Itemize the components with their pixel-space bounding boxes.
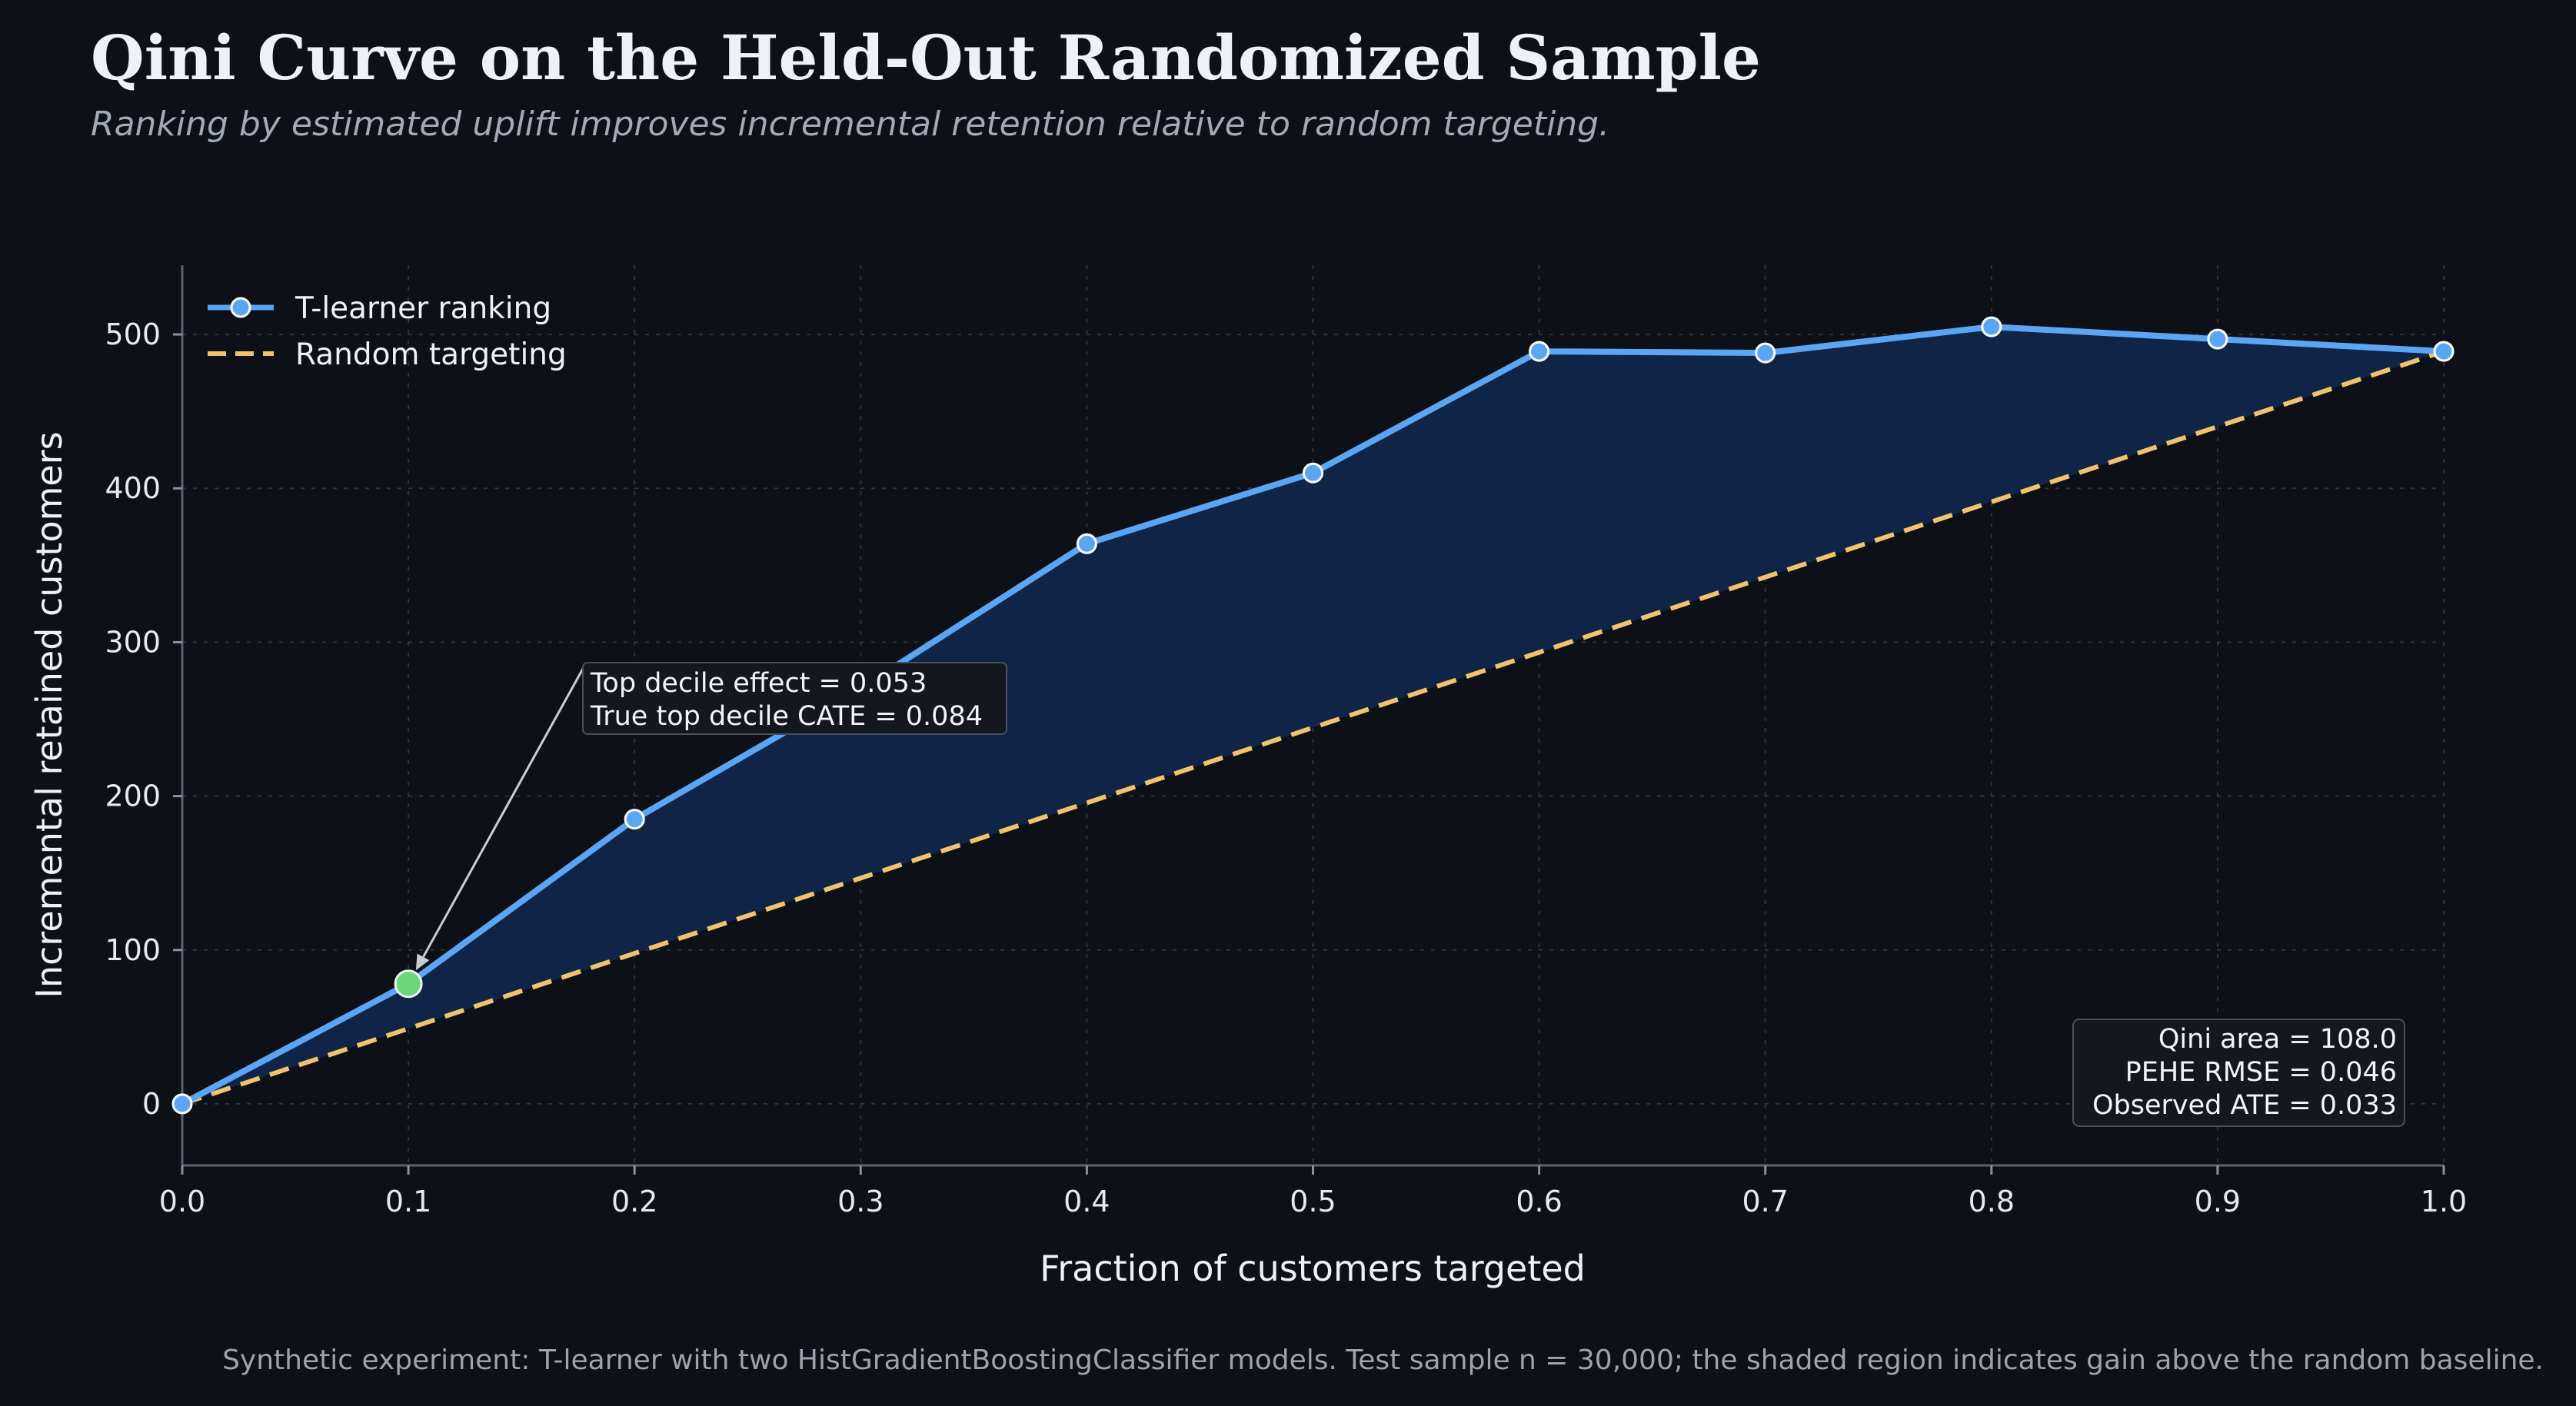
highlight-marker <box>394 969 423 999</box>
x-tick-label: 0.4 <box>1063 1185 1110 1218</box>
legend-label-t-learner: T-learner ranking <box>295 291 551 326</box>
y-tick-label: 300 <box>105 625 161 659</box>
t-learner-point <box>624 809 645 830</box>
y-ticks: 0 100 200 300 400 500 <box>105 317 182 1121</box>
annotation-arrowhead <box>415 953 430 971</box>
x-tick-label: 0.6 <box>1516 1185 1562 1218</box>
x-tick-label: 0.7 <box>1742 1185 1788 1218</box>
x-axis-label: Fraction of customers targeted <box>1040 1248 1586 1289</box>
x-tick-label: 0.1 <box>385 1185 431 1218</box>
y-tick-label: 0 <box>142 1087 161 1121</box>
series-random-targeting-line <box>181 349 2445 1106</box>
x-tick-label: 0.3 <box>837 1185 884 1218</box>
metric-qini-area: Qini area = 108.0 <box>2158 1024 2397 1055</box>
t-learner-point <box>1303 462 1323 484</box>
x-tick-label: 0.2 <box>611 1185 657 1218</box>
t-learner-point <box>1076 533 1097 554</box>
annotation-line-1: Top decile effect = 0.053 <box>590 668 927 699</box>
x-tick-label: 0.5 <box>1290 1185 1336 1218</box>
chart-title: Qini Curve on the Held-Out Randomized Sa… <box>91 22 1761 94</box>
x-tick-label: 0.8 <box>1969 1185 2015 1218</box>
legend: T-learner ranking Random targeting <box>208 291 567 372</box>
annotation-arrow <box>422 664 586 958</box>
t-learner-point <box>1529 341 1550 362</box>
annotation-box <box>582 662 1007 735</box>
x-ticks: 0.0 0.1 0.2 0.3 0.4 0.5 0.6 0.7 0.8 0.9 1.0 <box>159 1165 2467 1218</box>
gain-shaded-region <box>182 327 2444 1104</box>
metric-observed-ate: Observed ATE = 0.033 <box>2092 1090 2397 1121</box>
metrics-box-frame <box>2072 1019 2405 1127</box>
footer-note: Synthetic experiment: T-learner with two… <box>222 1345 2544 1376</box>
t-learner-point <box>2433 341 2455 362</box>
chart-subtitle: Ranking by estimated uplift improves inc… <box>91 105 1609 144</box>
top-decile-annotation: Top decile effect = 0.053 True top decil… <box>415 662 1007 971</box>
metrics-box: Qini area = 108.0 PEHE RMSE = 0.046 Obse… <box>2072 1019 2405 1127</box>
t-learner-point <box>171 1093 193 1115</box>
annotation-line-2: True top decile CATE = 0.084 <box>590 701 983 732</box>
y-tick-label: 500 <box>105 317 161 351</box>
y-axis-label: Incremental retained customers <box>28 431 70 998</box>
y-tick-label: 200 <box>105 779 161 813</box>
x-tick-label: 0.0 <box>159 1185 205 1218</box>
y-tick-label: 100 <box>105 933 161 967</box>
legend-model-marker <box>230 297 251 318</box>
t-learner-point <box>1981 316 2002 337</box>
legend-label-random: Random targeting <box>295 337 567 372</box>
t-learner-point <box>2207 328 2228 350</box>
x-tick-label: 1.0 <box>2421 1185 2467 1218</box>
x-tick-label: 0.9 <box>2195 1185 2241 1218</box>
y-tick-label: 400 <box>105 471 161 505</box>
t-learner-point <box>1755 342 1776 364</box>
metric-pehe-rmse: PEHE RMSE = 0.046 <box>2125 1057 2397 1088</box>
top-decile-point <box>394 969 423 999</box>
